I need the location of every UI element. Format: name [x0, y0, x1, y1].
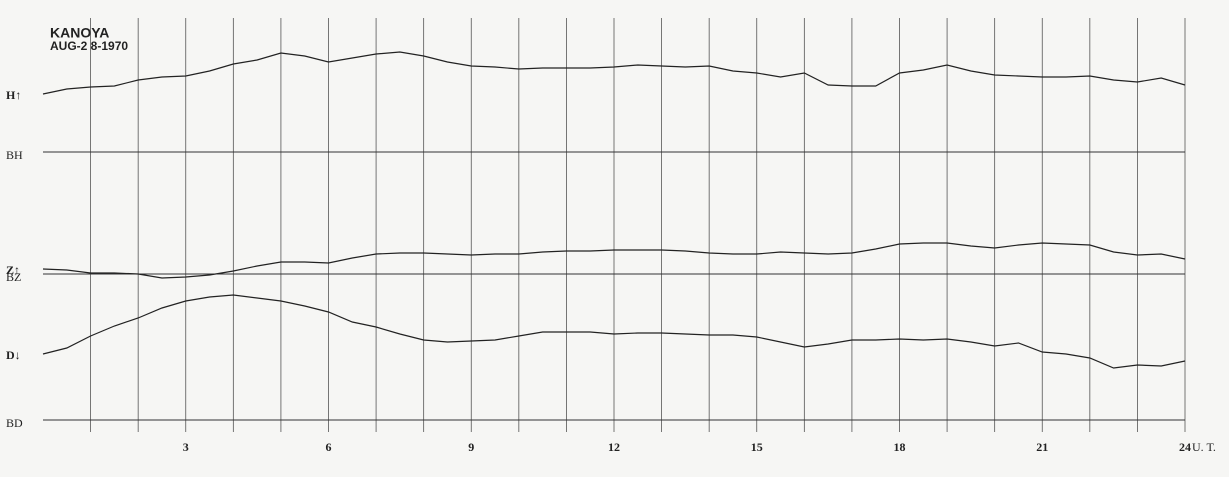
trace	[42, 242, 1186, 279]
x-tick-label: 21	[1036, 440, 1048, 454]
x-tick-label: 18	[894, 440, 906, 454]
x-tick-label: 15	[751, 440, 763, 454]
x-tick-label: 6	[326, 440, 332, 454]
baseline-label: BH	[6, 148, 23, 162]
chart-title: KANOYA	[50, 25, 109, 41]
baseline-label: BD	[6, 416, 23, 430]
x-tick-label: 24	[1179, 440, 1191, 454]
x-axis-label: U. T.	[1192, 440, 1216, 454]
trace-label: D↓	[6, 348, 21, 362]
trace-label: Z↑	[6, 263, 20, 277]
x-tick-label: 3	[183, 440, 189, 454]
trace	[42, 294, 1186, 369]
baseline-label: BZ	[6, 270, 21, 284]
chart-subtitle: AUG-2 8-1970	[50, 39, 128, 53]
x-tick-label: 12	[608, 440, 620, 454]
x-tick-label: 9	[468, 440, 474, 454]
trace-label: H↑	[6, 88, 21, 102]
trace	[42, 51, 1186, 95]
